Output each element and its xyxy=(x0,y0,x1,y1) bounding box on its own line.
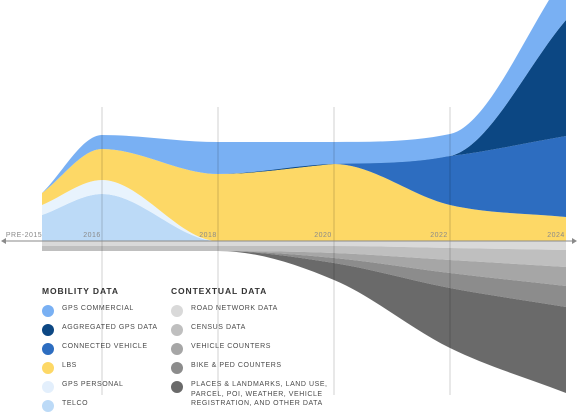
area-places-landmarks-land-use-parcel-poi-weather-vehicle-registration-and-other-data xyxy=(42,251,566,393)
legend-swatch xyxy=(42,381,54,393)
mobility-legend: MOBILITY DATA GPS COMMERCIAL AGGREGATED G… xyxy=(42,286,158,418)
x-tick-label-pre-2015: PRE-2015 xyxy=(6,232,42,239)
axis-arrow-right xyxy=(572,238,577,244)
axis-arrow-left xyxy=(1,238,6,244)
legend-label: ROAD NETWORK DATA xyxy=(191,305,278,312)
legend-swatch xyxy=(42,400,54,412)
contextual-legend: CONTEXTUAL DATA ROAD NETWORK DATA CENSUS … xyxy=(171,286,351,415)
legend-swatch xyxy=(171,343,183,355)
legend-swatch xyxy=(42,305,54,317)
area-gps-commercial xyxy=(42,0,566,193)
legend-item-bike-ped-counters: BIKE & PED COUNTERS xyxy=(171,361,351,374)
legend-label: GPS PERSONAL xyxy=(62,381,124,388)
legend-item-telco: TELCO xyxy=(42,399,158,412)
legend-item-gps-personal: GPS PERSONAL xyxy=(42,380,158,393)
area-telco xyxy=(42,194,566,241)
legend-label: PLACES & LANDMARKS, LAND USE, PARCEL, PO… xyxy=(191,381,328,407)
legend-item-aggregated-gps-data: AGGREGATED GPS DATA xyxy=(42,323,158,336)
year-gridlines xyxy=(101,107,451,395)
area-road-network-data xyxy=(42,241,566,250)
x-tick-label-2020: 2020 xyxy=(314,232,332,239)
area-connected-vehicle xyxy=(42,136,566,217)
legend-label: BIKE & PED COUNTERS xyxy=(191,362,282,369)
contextual-legend-title: CONTEXTUAL DATA xyxy=(171,286,268,296)
legend-label: CONNECTED VEHICLE xyxy=(62,343,148,350)
legend-item-vehicle-counters: VEHICLE COUNTERS xyxy=(171,342,351,355)
legend-label: GPS COMMERCIAL xyxy=(62,305,134,312)
legend-swatch xyxy=(42,362,54,374)
area-gps-personal xyxy=(42,180,566,241)
legend-item-road-network-data: ROAD NETWORK DATA xyxy=(171,304,351,317)
legend-label: VEHICLE COUNTERS xyxy=(191,343,271,350)
area-census-data xyxy=(42,246,566,267)
legend-item-connected-vehicle: CONNECTED VEHICLE xyxy=(42,342,158,355)
legend-swatch xyxy=(171,324,183,336)
area-vehicle-counters xyxy=(42,251,566,286)
x-tick-label-2024: 2024 xyxy=(547,232,565,239)
legend-label: TELCO xyxy=(62,400,89,407)
x-tick-label-2022: 2022 xyxy=(430,232,448,239)
legend-item-lbs: LBS xyxy=(42,361,158,374)
legend-label: AGGREGATED GPS DATA xyxy=(62,324,158,331)
x-tick-label-2016: 2016 xyxy=(83,232,101,239)
area-lbs xyxy=(42,149,566,241)
legend-item-census-data: CENSUS DATA xyxy=(171,323,351,336)
area-bike-ped-counters xyxy=(42,251,566,307)
area-layer xyxy=(42,0,566,393)
legend-swatch xyxy=(171,362,183,374)
x-tick-label-2018: 2018 xyxy=(199,232,217,239)
legend-item-places-landmarks-land-use-parcel-poi-weather-vehicle-registration-and-other-data: PLACES & LANDMARKS, LAND USE, PARCEL, PO… xyxy=(171,380,351,409)
legend-swatch xyxy=(42,324,54,336)
legend-swatch xyxy=(171,381,183,393)
mobility-legend-title: MOBILITY DATA xyxy=(42,286,119,296)
legend-swatch xyxy=(171,305,183,317)
x-axis: PRE-2015 2016 2018 2020 2022 2024 xyxy=(1,232,577,244)
legend-item-gps-commercial: GPS COMMERCIAL xyxy=(42,304,158,317)
legend-swatch xyxy=(42,343,54,355)
legend-label: CENSUS DATA xyxy=(191,324,246,331)
legend-label: LBS xyxy=(62,362,77,369)
